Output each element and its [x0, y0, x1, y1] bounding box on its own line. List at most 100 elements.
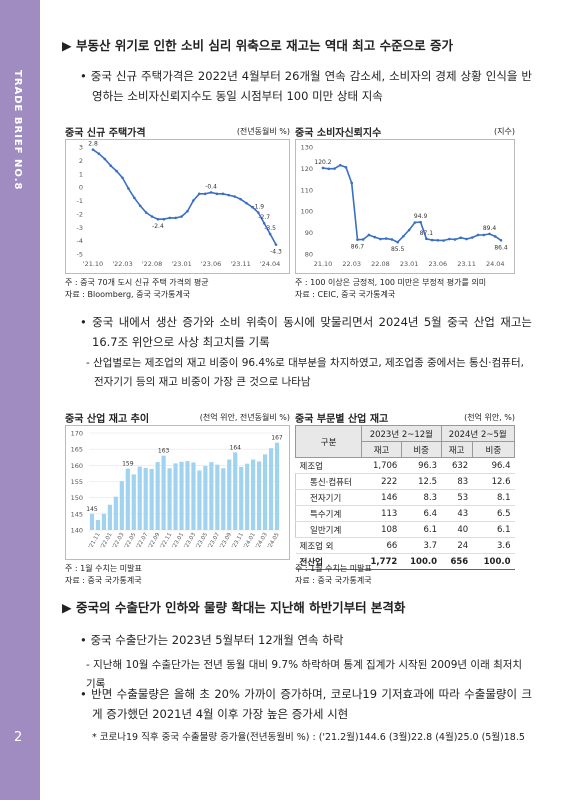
chart: 3 2 1 0 -1 -2 -3 -4 -5'21.10 '22.03 '22.08 '23.01 '2… [65, 139, 290, 274]
table-cell: 통신·컴퓨터 [294, 473, 362, 490]
point [465, 237, 468, 241]
table-cell: 53 [441, 489, 473, 506]
y-tick-label: 130 [301, 144, 313, 152]
brand: TRADE BRIEF NO.8 [12, 70, 23, 191]
heading: ▶ 중국의 수출단가 인하와 물량 확대는 지난해 하반기부터 본격화 [62, 600, 406, 615]
bar [155, 462, 160, 530]
header-cell: 비중 [400, 441, 442, 458]
data-label: -1.9 [252, 204, 264, 211]
data-label: 86.7 [351, 244, 365, 251]
table-cell: 3.6 [472, 537, 515, 554]
heading: ▶ 부동산 위기로 인한 소비 심리 위축으로 재고는 역대 최고 수준으로 증… [62, 38, 453, 53]
table-row: 제조업 외 66 3.7 24 3.6 [295, 537, 515, 554]
point [373, 235, 376, 239]
y-tick-label: -1 [77, 197, 83, 205]
bar [149, 468, 154, 530]
y-tick-label: 2 [79, 157, 83, 165]
table-cell: 전산업 [295, 553, 362, 570]
chart-unit: (전년동월비 %) [236, 127, 290, 136]
table-wrap: 구분 2023년 2~12월 2024년 2~5월 재고 비중 재고 비중 제조업 1,706 9… [294, 425, 516, 570]
source: 자료 : 중국 국가통계국 [295, 576, 372, 585]
y-tick-label: 120 [301, 165, 313, 173]
y-tick-label: 110 [301, 186, 313, 194]
point [430, 238, 434, 242]
x-tick-label: '22.08 [142, 260, 162, 268]
bar [233, 452, 238, 530]
header-cell: 재고 [361, 441, 402, 458]
table-row: 전산업 1,772 100.0 656 100.0 [295, 553, 515, 570]
table-cell: 632 [441, 457, 473, 474]
chart-title: 중국 산업 재고 추이 [65, 414, 150, 425]
header-cell: 재고 [440, 441, 473, 458]
sub-bullet: - 지난해 10월 수출단가는 전년 동월 대비 9.7% 하락하며 통계 집계… [86, 659, 523, 690]
header-row: 재고 비중 재고 비중 [296, 441, 516, 458]
table-unit: (천억 위안, %) [464, 413, 515, 422]
table-cell: 40 [441, 521, 473, 538]
data-label: 87.1 [420, 230, 434, 237]
point [419, 220, 422, 224]
chart-notes: 주 : 중국 70개 도시 신규 주택 가격의 평균 자료 : Bloomberg… [65, 277, 209, 301]
bullet: • 반면 수출물량은 올해 초 20% 가까이 증가하며, 코로나19 기저효과… [80, 687, 532, 721]
table-cell: 제조업 외 [295, 537, 362, 554]
chart-unit: (천억 위안, 전년동월비 %) [199, 413, 290, 422]
data-label: -4.3 [270, 249, 282, 256]
chart-unit: (지수) [494, 127, 515, 136]
table-cell: 전자기기 [294, 489, 362, 506]
y-tick-label: 1 [79, 170, 83, 178]
bullet: • 중국 수출단가는 2023년 5월부터 12개월 연속 하락 [80, 633, 344, 647]
point [203, 192, 207, 196]
y-tick-label: -5 [77, 251, 83, 259]
y-tick-label: 0 [79, 184, 83, 192]
point [186, 209, 189, 213]
chart-title: 중국 소비자신뢰지수 [295, 128, 382, 139]
table-cell: 43 [441, 505, 473, 522]
point [470, 236, 474, 239]
point [215, 192, 219, 196]
x-tick-label: 23.01 [400, 260, 419, 268]
point [379, 237, 382, 241]
bar [227, 459, 232, 530]
point [350, 181, 354, 185]
point [262, 221, 266, 225]
data-label: 159 [122, 461, 134, 468]
table-cell: 6.1 [401, 521, 442, 538]
bar [161, 455, 166, 530]
table-cell: 66 [361, 537, 402, 554]
note: 주 : 1월 수치는 미발표 [65, 564, 142, 573]
header-cell: 비중 [471, 441, 516, 458]
point [493, 235, 497, 238]
table-row: 특수기계 113 6.4 43 6.5 [294, 505, 515, 522]
x-tick-label: '23.01 [171, 260, 191, 268]
data-label: 94.9 [414, 213, 428, 220]
y-tick-label: 90 [305, 229, 313, 237]
point [162, 217, 166, 221]
point [396, 240, 399, 244]
data-label: 163 [158, 448, 170, 455]
bar [274, 442, 280, 530]
table-cell: 일반기계 [294, 521, 362, 538]
x-tick-label: '22.03 [112, 260, 132, 268]
table-row: 통신·컴퓨터 222 12.5 83 12.6 [294, 473, 515, 490]
point [321, 166, 325, 170]
point [413, 221, 417, 224]
point [274, 243, 278, 246]
point [384, 237, 388, 240]
data-label: -0.4 [205, 183, 217, 190]
table-cell: 8.1 [472, 489, 515, 506]
y-tick-label: -2 [77, 210, 83, 218]
bar [251, 459, 256, 530]
bar [191, 462, 196, 530]
point [138, 204, 142, 208]
table-cell: 96.3 [401, 457, 442, 474]
bar [215, 464, 220, 530]
bar [239, 466, 244, 530]
table-row: 전자기기 146 8.3 53 8.1 [294, 489, 515, 506]
point [192, 199, 195, 202]
point [367, 233, 371, 237]
bar [107, 504, 112, 530]
point [233, 195, 236, 198]
note: 주 : 중국 70개 도시 신규 주택 가격의 평균 [65, 278, 209, 287]
point [390, 238, 394, 241]
table-cell: 6.1 [472, 521, 515, 538]
